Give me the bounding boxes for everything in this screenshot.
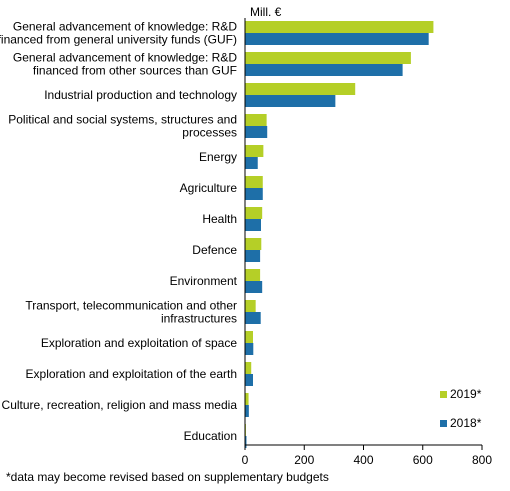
bar-2019-0 [245,21,434,33]
category-labels: General advancement of knowledge: R&D fin… [0,20,238,444]
legend-label-2018: 2018* [450,416,482,430]
bar-2019-2 [245,83,356,95]
bar-2018-5 [245,188,263,200]
bar-2018-13 [245,436,247,448]
x-tick-label: 200 [294,453,314,467]
bar-2019-12 [245,393,249,405]
bar-2018-6 [245,219,261,231]
category-label: Exploration and exploitation of the eart… [26,367,237,381]
legend-swatch-2019 [440,391,447,398]
bars [245,21,434,448]
x-tick-label: 800 [472,453,492,467]
bar-2019-11 [245,362,252,374]
category-label: Transport, telecommunication and other in… [25,299,237,326]
bar-2018-2 [245,95,336,107]
bar-2019-9 [245,300,256,312]
category-label: Exploration and exploitation of space [41,336,237,350]
bar-2019-3 [245,114,267,126]
category-label: Energy [199,150,237,164]
category-label: General advancement of knowledge: R&D fin… [0,20,237,47]
bar-2019-10 [245,331,253,343]
bar-2018-7 [245,250,261,262]
bar-2019-7 [245,238,262,250]
bar-2019-8 [245,269,261,281]
bar-2019-6 [245,207,263,219]
x-axis: 0 200 400 600 800 [242,18,492,467]
bar-2018-12 [245,405,249,417]
category-label: General advancement of knowledge: R&D fin… [13,51,237,78]
bar-2019-5 [245,176,263,188]
category-label: Political and social systems, structures… [8,113,237,140]
category-label: Health [202,212,237,226]
legend-swatch-2018 [440,420,447,427]
x-tick-label: 0 [242,453,249,467]
bar-2019-1 [245,52,411,64]
x-tick-label: 600 [413,453,433,467]
bar-2018-8 [245,281,263,293]
x-tick-label: 400 [353,453,373,467]
bar-2018-3 [245,126,268,138]
legend-label-2019: 2019* [450,387,482,401]
bar-2018-11 [245,374,253,386]
bar-2019-4 [245,145,264,157]
category-label: Education [184,429,237,443]
bar-2018-4 [245,157,258,169]
category-label: Industrial production and technology [44,88,237,102]
bar-2018-1 [245,64,403,76]
category-label: Defence [192,243,237,257]
category-label: Agriculture [180,181,238,195]
legend: 2019* 2018* [440,387,482,430]
category-label: Environment [170,274,238,288]
footnote: *data may become revised based on supple… [6,470,329,484]
bar-2018-9 [245,312,261,324]
bar-2018-10 [245,343,254,355]
category-label: Culture, recreation, religion and mass m… [2,398,238,412]
unit-label: Mill. € [250,5,282,19]
bar-2018-0 [245,33,429,45]
